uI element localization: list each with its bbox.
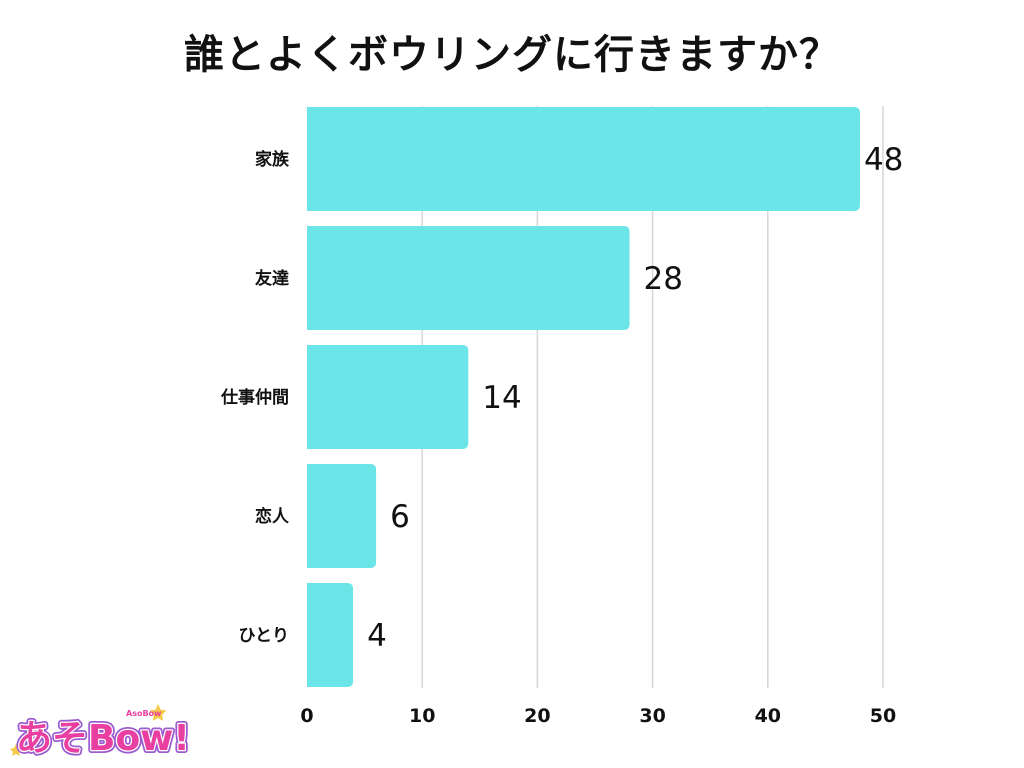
- category-label: ひとり: [239, 626, 290, 646]
- bar-4: [307, 583, 354, 687]
- logo-subtext: AsoBow: [126, 709, 162, 718]
- logo-star-icon: [10, 700, 170, 756]
- logo-text: あそBow!: [16, 718, 190, 759]
- x-tick-label: 40: [755, 705, 781, 727]
- x-tick-label: 10: [409, 705, 435, 727]
- category-label: 恋人: [255, 506, 290, 527]
- category-label: 仕事仲間: [220, 387, 289, 408]
- category-label: 家族: [255, 149, 290, 170]
- value-label: 4: [367, 618, 387, 654]
- bars: [307, 107, 860, 687]
- bar-1: [307, 226, 630, 330]
- value-label: 14: [482, 380, 521, 416]
- bar-3: [307, 464, 377, 568]
- bar-2: [307, 345, 469, 449]
- asobow-logo: あそBow! あそBow! AsoBow: [8, 700, 204, 762]
- chart-title: 誰とよくボウリングに行きますか？: [184, 32, 840, 78]
- x-tick-label: 30: [639, 705, 665, 727]
- category-label: 友達: [255, 268, 289, 289]
- bar-0: [307, 107, 860, 211]
- value-label: 48: [864, 142, 903, 178]
- labels: 0 10 20 30 40 50 家族 48 友達 28 仕事仲間 14 恋人 6 ひとり 4: [220, 142, 903, 727]
- value-label: 6: [390, 499, 410, 535]
- x-tick-label: 20: [524, 705, 550, 727]
- x-tick-label: 50: [870, 705, 896, 727]
- x-tick-label: 0: [300, 705, 313, 727]
- svg-text:あそBow!: あそBow!: [16, 718, 190, 759]
- value-label: 28: [644, 261, 683, 297]
